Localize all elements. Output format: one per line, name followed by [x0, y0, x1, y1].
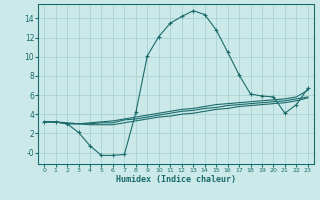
X-axis label: Humidex (Indice chaleur): Humidex (Indice chaleur) — [116, 175, 236, 184]
